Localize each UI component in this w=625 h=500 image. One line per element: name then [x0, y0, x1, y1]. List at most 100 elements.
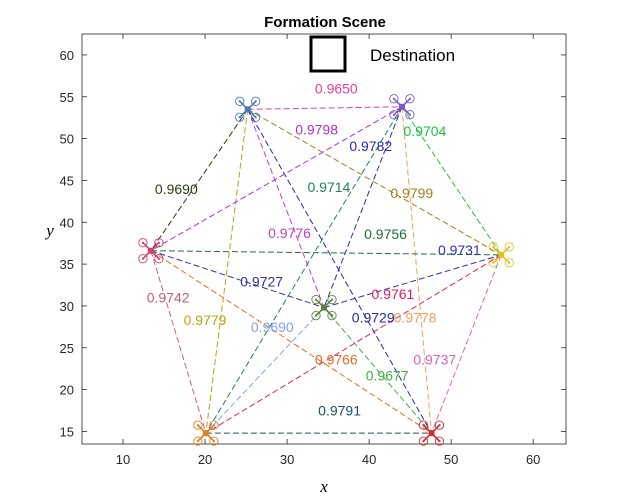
drone-rotor: [251, 96, 261, 106]
drone-marker: [193, 420, 219, 446]
edge-line: [150, 250, 432, 434]
drone-rotor: [504, 258, 514, 268]
drone-rotor-hub: [438, 440, 441, 443]
drone-rotor-hub: [392, 113, 396, 116]
drone-body: [428, 430, 435, 437]
edge-line: [205, 109, 249, 434]
drone-rotor-hub: [408, 97, 412, 100]
drone-rotor-hub: [330, 298, 334, 301]
y-tick-label: 35: [60, 257, 74, 272]
y-tick-label: 15: [60, 424, 74, 439]
drone-rotor-hub: [422, 424, 425, 427]
x-axis-label: x: [319, 477, 328, 496]
y-axis: 15 20 25 30 35 40 45 50 55 60: [60, 48, 566, 439]
edge-label: 0.9756: [364, 226, 407, 242]
x-tick-label: 20: [198, 452, 212, 467]
drone-rotor-hub: [141, 257, 145, 260]
drone-rotor: [488, 258, 498, 268]
y-tick-label: 60: [60, 48, 74, 63]
legend: Destination: [309, 35, 455, 73]
drone-rotor-hub: [212, 440, 215, 443]
y-tick-label: 50: [60, 132, 74, 147]
drone-rotor: [434, 420, 445, 430]
drone-body: [321, 304, 327, 311]
edge-line: [401, 106, 432, 434]
x-tick-label: 50: [444, 452, 458, 467]
drone-marker: [488, 242, 514, 268]
edge-label: 0.9791: [318, 403, 361, 419]
edge-label: 0.9782: [349, 138, 392, 154]
drone-rotor: [235, 96, 245, 106]
drone-body: [398, 103, 405, 110]
edge-line: [150, 250, 325, 309]
drone-body: [147, 247, 154, 254]
edge-line: [247, 108, 502, 256]
y-tick-label: 55: [60, 90, 74, 105]
drone-rotor-hub: [196, 440, 199, 443]
drone-rotor-hub: [238, 116, 241, 119]
drone-rotor: [405, 110, 415, 120]
drone-rotor: [405, 94, 415, 104]
drone-rotor-hub: [157, 241, 161, 244]
drone-rotor: [209, 436, 219, 446]
edge-line: [205, 254, 502, 434]
edge-label: 0.9704: [403, 123, 446, 139]
legend-label: Destination: [370, 46, 455, 65]
edge-label: 0.9727: [240, 274, 283, 290]
chart-title: Formation Scene: [264, 14, 386, 31]
edge-line: [323, 307, 432, 434]
drone-rotor: [389, 110, 399, 120]
drone-rotor: [389, 94, 399, 104]
edge-line: [247, 109, 432, 434]
drone-rotor: [138, 254, 148, 264]
edges: [150, 106, 502, 434]
drone-body: [202, 430, 209, 437]
drone-marker: [418, 420, 445, 446]
drone-rotor-hub: [254, 116, 257, 119]
edge-label: 0.9742: [147, 290, 190, 306]
edge-label: 0.9766: [315, 352, 358, 368]
drone-rotor: [193, 436, 203, 446]
edge-label: 0.9761: [371, 286, 414, 302]
drone-rotor-hub: [314, 314, 318, 317]
drone-rotor: [235, 112, 245, 122]
edge-line: [205, 307, 325, 434]
drone-rotor: [193, 420, 203, 430]
drone-rotor-hub: [492, 245, 495, 248]
y-tick-label: 25: [60, 341, 74, 356]
drone-rotor-hub: [508, 245, 511, 248]
drone-rotor: [327, 294, 337, 305]
edge-line: [150, 109, 249, 251]
y-tick-label: 40: [60, 215, 74, 230]
drone-marker: [311, 294, 337, 321]
x-tick-label: 40: [362, 452, 376, 467]
x-tick-label: 30: [280, 452, 294, 467]
edge-line: [205, 106, 403, 434]
drone-rotor-hub: [492, 261, 495, 264]
drone-rotor-hub: [392, 97, 396, 100]
edge-line: [430, 254, 502, 434]
drone-rotor: [311, 294, 321, 305]
edge-label: 0.9779: [184, 312, 227, 328]
drone-rotor: [154, 238, 164, 248]
drone-rotor-hub: [212, 424, 215, 427]
x-axis: 10 20 30 40 50 60: [116, 34, 540, 467]
drone-body: [244, 106, 251, 113]
drone-rotor: [418, 420, 429, 430]
edge-label: 0.9677: [366, 367, 409, 383]
y-tick-label: 45: [60, 173, 74, 188]
drone-rotor-hub: [438, 424, 441, 427]
edge-line: [323, 254, 502, 309]
drone-rotor-hub: [508, 261, 511, 264]
edge-label: 0.9799: [390, 185, 433, 201]
drone-rotor-hub: [254, 100, 257, 103]
edge-label: 0.9731: [438, 242, 481, 258]
edge-labels: 0.96500.96900.97760.97790.97990.97290.97…: [147, 80, 481, 418]
edge-label: 0.9714: [308, 179, 351, 195]
edge-line: [150, 106, 403, 252]
drone-rotor: [311, 310, 321, 321]
edge-line: [150, 250, 502, 256]
x-tick-label: 10: [116, 452, 130, 467]
drone-rotor-hub: [314, 298, 318, 301]
